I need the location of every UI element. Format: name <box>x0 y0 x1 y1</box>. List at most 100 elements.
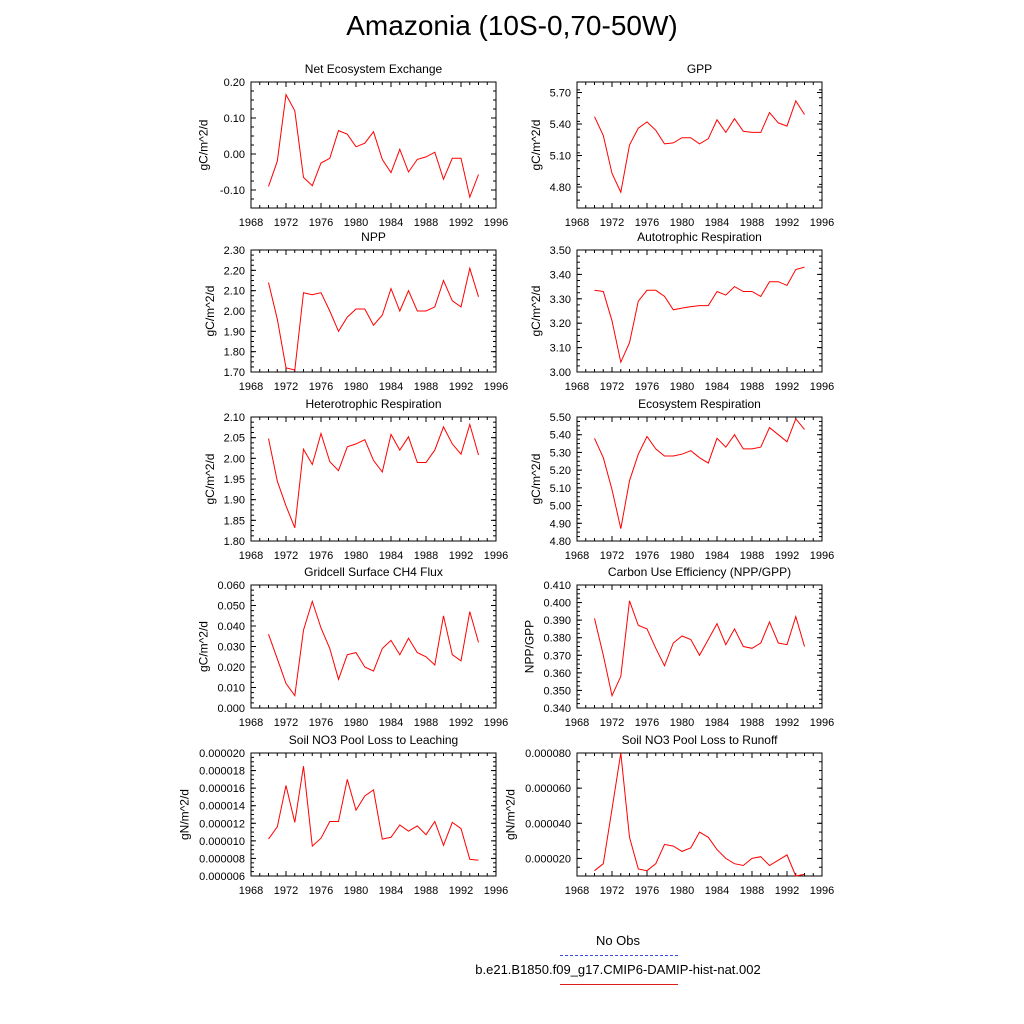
panel-8-xtick-label: 1968 <box>239 885 263 897</box>
panel-2-series-line <box>268 266 479 371</box>
panel-6-ytick-label: 0.030 <box>217 642 245 654</box>
panel-4-ylabel: gC/m^2/d <box>203 454 217 505</box>
panel-5-ytick-label: 5.40 <box>550 430 571 442</box>
panel-2-ytick-label: 2.20 <box>224 265 245 277</box>
panel-4-xtick-label: 1968 <box>239 550 263 562</box>
panel-6-xtick-label: 1984 <box>379 717 403 729</box>
panel-3-xtick-label: 1980 <box>670 381 694 393</box>
panel-5-xtick-label: 1996 <box>810 550 834 562</box>
figure-title: Amazonia (10S-0,70-50W) <box>346 10 678 41</box>
panel-5-ylabel: gC/m^2/d <box>529 454 543 505</box>
panel-1-xtick-label: 1988 <box>740 217 764 229</box>
panel-0-ytick-label: 0.20 <box>224 77 245 89</box>
panel-1-xtick-label: 1984 <box>705 217 729 229</box>
panel-2-xtick-label: 1984 <box>379 381 403 393</box>
panel-1-xtick-label: 1968 <box>565 217 589 229</box>
panel-0-xtick-label: 1988 <box>414 217 438 229</box>
panel-9-xtick-label: 1992 <box>775 885 799 897</box>
legend-label-model: b.e21.B1850.f09_g17.CMIP6-DAMIP-hist-nat… <box>475 962 761 977</box>
panel-2-ytick-label: 2.00 <box>224 306 245 318</box>
panel-6-ytick-label: 0.020 <box>217 662 245 674</box>
panel-7-frame <box>576 584 823 709</box>
panel-2-ytick-label: 1.70 <box>224 367 245 379</box>
panel-2-frame <box>250 249 497 373</box>
panel-9-xtick-label: 1976 <box>635 885 659 897</box>
panel-1-xtick-label: 1992 <box>775 217 799 229</box>
panel-2-xtick-label: 1968 <box>239 381 263 393</box>
panel-9-ylabel: gN/m^2/d <box>504 789 518 840</box>
panel-2-xtick-label: 1996 <box>484 381 508 393</box>
panel-9-xtick-label: 1984 <box>705 885 729 897</box>
panel-4-ytick-label: 2.10 <box>224 412 245 424</box>
panel-3-ylabel: gC/m^2/d <box>529 286 543 337</box>
panel-8-frame <box>250 752 497 877</box>
panel-8-series-line <box>268 766 479 861</box>
panel-2-ytick-label: 1.80 <box>224 347 245 359</box>
panel-5-xtick-label: 1968 <box>565 550 589 562</box>
panel-5-xtick-label: 1976 <box>635 550 659 562</box>
panel-1-xtick-label: 1976 <box>635 217 659 229</box>
panel-1-ytick-label: 5.70 <box>550 88 571 100</box>
legend-label-obs: No Obs <box>595 933 641 948</box>
panel-7-xtick-label: 1968 <box>565 717 589 729</box>
panel-3-xtick-label: 1972 <box>600 381 624 393</box>
panel-3-xtick-label: 1976 <box>635 381 659 393</box>
panel-7-xtick-label: 1980 <box>670 717 694 729</box>
panel-1-ytick-label: 5.40 <box>550 119 571 131</box>
panel-9-xtick-label: 1968 <box>565 885 589 897</box>
panel-7-ytick-label: 0.390 <box>543 615 571 627</box>
panel-3-ytick-label: 3.40 <box>550 269 571 281</box>
panel-6-ytick-label: 0.040 <box>217 621 245 633</box>
panel-4-title: Heterotrophic Respiration <box>305 397 441 411</box>
panel-6-frame <box>250 584 497 709</box>
panel-7-xtick-label: 1992 <box>775 717 799 729</box>
panel-5-xtick-label: 1984 <box>705 550 729 562</box>
panel-6-ytick-label: 0.000 <box>217 703 245 715</box>
panel-2-title: NPP <box>361 230 386 244</box>
panel-4-ytick-label: 1.90 <box>224 495 245 507</box>
panel-9-xtick-label: 1996 <box>810 885 834 897</box>
panel-3-xtick-label: 1968 <box>565 381 589 393</box>
panel-6-xtick-label: 1992 <box>449 717 473 729</box>
panel-9-ytick-label: 0.000060 <box>525 783 571 795</box>
panel-0-ytick-label: 0.10 <box>224 113 245 125</box>
panel-3-xtick-label: 1996 <box>810 381 834 393</box>
panel-3-ytick-label: 3.00 <box>550 367 571 379</box>
panel-1-xtick-label: 1972 <box>600 217 624 229</box>
panel-7-series-line <box>594 600 805 698</box>
panel-6-xtick-label: 1968 <box>239 717 263 729</box>
panel-4-xtick-label: 1992 <box>449 550 473 562</box>
panel-4-xtick-label: 1976 <box>309 550 333 562</box>
panel-5-ytick-label: 5.50 <box>550 412 571 424</box>
panel-3-ytick-label: 3.20 <box>550 318 571 330</box>
panel-7-xtick-label: 1972 <box>600 717 624 729</box>
panel-0-frame <box>250 81 497 209</box>
panel-4-xtick-label: 1980 <box>344 550 368 562</box>
panel-8-xtick-label: 1996 <box>484 885 508 897</box>
panel-2-xtick-label: 1972 <box>274 381 298 393</box>
panel-8-xtick-label: 1992 <box>449 885 473 897</box>
panel-2-xtick-label: 1980 <box>344 381 368 393</box>
panel-1-xtick-label: 1996 <box>810 217 834 229</box>
panel-9-ytick-label: 0.000020 <box>525 853 571 865</box>
panel-7-xtick-label: 1988 <box>740 717 764 729</box>
panel-4-xtick-label: 1996 <box>484 550 508 562</box>
panel-8-ylabel: gN/m^2/d <box>178 789 192 840</box>
panel-2-xtick-label: 1988 <box>414 381 438 393</box>
panel-5-xtick-label: 1988 <box>740 550 764 562</box>
panel-5-ytick-label: 5.30 <box>550 447 571 459</box>
panel-7-ylabel: NPP/GPP <box>523 620 537 673</box>
panel-8-ytick-label: 0.000020 <box>199 748 245 760</box>
panel-5-series-line <box>594 417 805 529</box>
panel-8-ytick-label: 0.000006 <box>199 871 245 883</box>
panel-8-ytick-label: 0.000012 <box>199 818 245 830</box>
panel-8-ytick-label: 0.000018 <box>199 766 245 778</box>
panel-1-series-line <box>594 99 805 194</box>
panel-9-frame <box>576 752 823 877</box>
panel-4-ytick-label: 1.80 <box>224 536 245 548</box>
panel-8-xtick-label: 1984 <box>379 885 403 897</box>
panel-4-xtick-label: 1988 <box>414 550 438 562</box>
panel-7-ytick-label: 0.410 <box>543 580 571 592</box>
panel-9-xtick-label: 1972 <box>600 885 624 897</box>
panel-1-xtick-label: 1980 <box>670 217 694 229</box>
